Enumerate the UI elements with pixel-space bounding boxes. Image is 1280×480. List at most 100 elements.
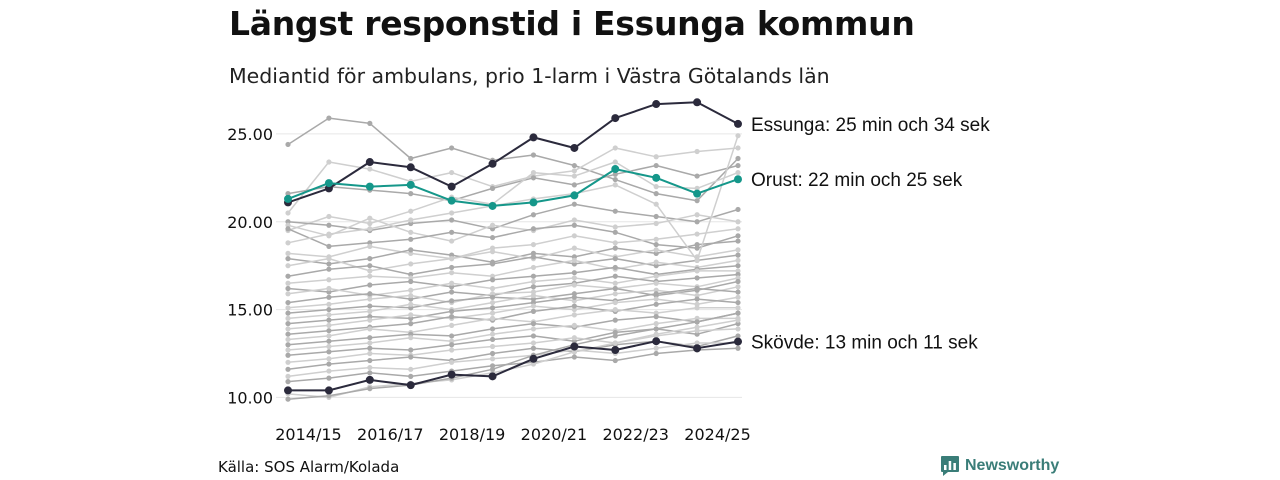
data-point bbox=[488, 159, 497, 168]
data-point bbox=[571, 322, 577, 329]
data-point bbox=[285, 352, 291, 358]
data-point bbox=[612, 285, 618, 292]
data-point bbox=[489, 331, 496, 337]
data-point bbox=[734, 337, 742, 346]
data-point bbox=[694, 257, 700, 264]
data-point bbox=[326, 243, 332, 249]
data-point bbox=[694, 241, 700, 248]
data-point bbox=[530, 340, 537, 346]
data-point bbox=[653, 162, 659, 169]
chart-title: Längst responstid i Essunga kommun bbox=[229, 4, 915, 43]
series-line bbox=[287, 277, 739, 309]
data-point bbox=[653, 154, 659, 160]
data-point bbox=[449, 333, 455, 339]
series-line bbox=[287, 287, 739, 325]
data-point bbox=[449, 342, 455, 348]
data-point bbox=[612, 245, 618, 251]
data-point bbox=[488, 372, 497, 381]
data-point bbox=[694, 275, 700, 281]
data-point bbox=[612, 357, 618, 364]
data-point bbox=[530, 152, 537, 158]
data-point bbox=[367, 303, 373, 309]
data-point bbox=[285, 331, 291, 337]
data-point bbox=[489, 185, 496, 191]
data-point bbox=[735, 345, 741, 351]
data-point bbox=[652, 173, 661, 182]
data-point bbox=[571, 201, 577, 207]
data-point bbox=[285, 373, 291, 379]
data-point bbox=[694, 324, 700, 330]
data-point bbox=[408, 278, 414, 285]
data-point bbox=[285, 273, 291, 279]
data-point bbox=[285, 305, 291, 311]
data-point bbox=[285, 326, 291, 332]
data-point bbox=[406, 180, 415, 189]
data-point bbox=[326, 213, 332, 220]
data-point bbox=[367, 120, 373, 126]
data-point bbox=[285, 285, 291, 292]
data-point bbox=[489, 294, 496, 300]
series-kommun-y bbox=[285, 321, 741, 358]
data-point bbox=[694, 219, 700, 225]
data-point bbox=[326, 256, 332, 262]
brand-logo[interactable]: Newsworthy bbox=[940, 455, 1059, 477]
data-point bbox=[489, 299, 496, 306]
data-point bbox=[571, 349, 577, 355]
series-line bbox=[287, 328, 739, 364]
data-point bbox=[449, 169, 455, 176]
data-point bbox=[408, 292, 414, 299]
data-point bbox=[612, 240, 618, 246]
data-point bbox=[326, 317, 332, 323]
series-line bbox=[287, 240, 739, 265]
data-point bbox=[571, 275, 577, 281]
data-point bbox=[449, 145, 455, 151]
x-tick-label: 2024/25 bbox=[684, 425, 750, 444]
data-point bbox=[408, 321, 414, 327]
data-point bbox=[406, 163, 415, 172]
data-point bbox=[449, 256, 455, 262]
data-point bbox=[735, 162, 741, 169]
data-point bbox=[735, 317, 741, 323]
data-point bbox=[653, 201, 659, 207]
series-line bbox=[287, 101, 739, 204]
data-point bbox=[449, 264, 455, 271]
series-labels: Essunga: 25 min och 34 sek Orust: 22 min … bbox=[751, 115, 990, 354]
data-point bbox=[612, 182, 618, 188]
background-series bbox=[285, 115, 741, 402]
series-line bbox=[287, 228, 739, 260]
data-point bbox=[408, 312, 414, 318]
x-tick-label: 2022/23 bbox=[602, 425, 668, 444]
data-point bbox=[735, 305, 741, 311]
data-point bbox=[571, 233, 577, 239]
data-point bbox=[489, 261, 496, 267]
series-label-skövde: Skövde: 13 min och 11 sek bbox=[751, 333, 978, 354]
data-point bbox=[367, 364, 373, 371]
data-point bbox=[447, 370, 456, 379]
data-point bbox=[326, 349, 332, 355]
data-point bbox=[285, 396, 291, 402]
data-point bbox=[408, 301, 414, 307]
data-point bbox=[571, 294, 577, 300]
data-point bbox=[735, 219, 741, 225]
data-point bbox=[735, 247, 741, 253]
series-line bbox=[287, 247, 739, 272]
data-point bbox=[735, 333, 741, 339]
data-point bbox=[326, 333, 332, 339]
data-point bbox=[285, 379, 291, 385]
data-point bbox=[408, 229, 414, 235]
y-tick-label: 20.00 bbox=[227, 213, 273, 232]
data-point bbox=[611, 346, 620, 354]
data-point bbox=[365, 182, 374, 191]
data-point bbox=[285, 342, 291, 348]
data-point bbox=[612, 224, 618, 230]
data-point bbox=[449, 289, 455, 295]
series-essunga bbox=[284, 98, 742, 207]
series-line bbox=[287, 161, 739, 232]
axes: 10.00 15.00 20.00 25.00 2014/15 2016/17 2018/1… bbox=[227, 125, 751, 444]
series-label-essunga: Essunga: 25 min och 34 sek bbox=[751, 115, 990, 136]
data-point bbox=[735, 238, 741, 244]
data-point bbox=[694, 173, 700, 179]
series-line bbox=[287, 213, 739, 242]
series-kommun-ab bbox=[285, 340, 741, 379]
data-point bbox=[530, 273, 537, 279]
